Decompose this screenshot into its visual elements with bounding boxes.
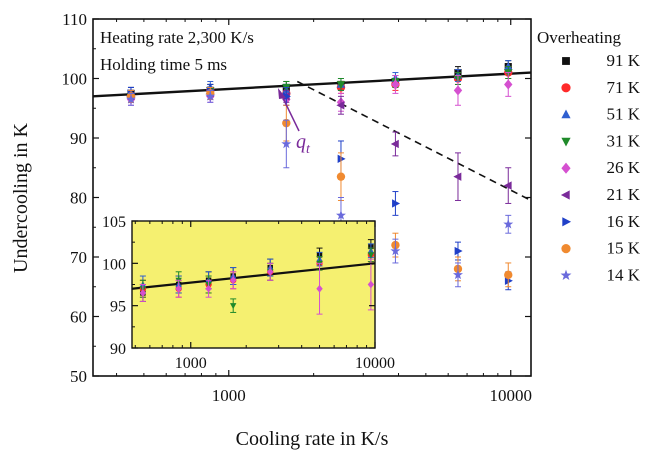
legend-label-21-k: 21 K — [606, 185, 640, 204]
dashed-trend-line — [296, 80, 532, 202]
qt-label-q: q — [296, 131, 306, 153]
inset-y-tick-label: 90 — [110, 341, 126, 358]
point-21-k — [503, 181, 512, 190]
y-axis-title: Undercooling in K — [10, 122, 32, 273]
point-14-k — [390, 245, 401, 256]
legend-label-51-k: 51 K — [606, 105, 640, 124]
point-14-k — [125, 94, 136, 104]
legend-marker-14-k — [560, 269, 572, 281]
point-16-k — [282, 92, 291, 101]
inset-point-31-k — [367, 252, 375, 259]
point-26-k — [504, 79, 513, 90]
legend-label-16-k: 16 K — [606, 212, 640, 231]
legend-title: Overheating — [537, 28, 622, 47]
point-14-k — [452, 269, 463, 280]
y-tick-label: 110 — [62, 10, 87, 29]
legend-marker-31-k — [561, 137, 571, 147]
y-tick-label: 80 — [70, 189, 87, 208]
legend-label-26-k: 26 K — [606, 158, 640, 177]
point-15-k — [504, 270, 513, 280]
inset-point-26-k — [205, 284, 212, 293]
series-14-k — [125, 89, 514, 288]
x-tick-label: 10000 — [489, 386, 532, 405]
legend-marker-26-k — [561, 162, 571, 174]
qt-label-t: t — [306, 142, 311, 157]
legend-marker-15-k — [561, 244, 571, 254]
point-51-k — [504, 61, 513, 70]
inset-y-tick-label: 95 — [110, 299, 126, 316]
inset-point-31-k — [229, 303, 237, 310]
point-16-k — [337, 154, 346, 164]
legend-marker-71-k — [561, 83, 571, 93]
point-26-k — [453, 85, 463, 96]
point-21-k — [390, 139, 399, 149]
legend-marker-91-k — [562, 57, 570, 65]
point-21-k — [336, 101, 345, 110]
inset-plot-marks — [131, 239, 376, 315]
x-tick-label: 1000 — [212, 386, 246, 405]
legend-marker-51-k — [561, 109, 571, 119]
main-axes: 50 60 70 80 90 100 110 1000 10000 — [62, 10, 532, 405]
annotation-heating-rate: Heating rate 2,300 K/s — [100, 28, 254, 47]
y-tick-label: 90 — [70, 129, 87, 148]
main-plot-marks — [92, 60, 532, 291]
point-31-k — [336, 81, 346, 90]
point-21-k — [453, 172, 462, 181]
annotation-holding-time: Holding time 5 ms — [100, 55, 227, 74]
inset-axes: 90 95 100 105 1000 10000 — [102, 214, 395, 372]
point-14-k — [503, 219, 514, 229]
qt-annotation: qt — [278, 88, 311, 157]
legend-label-71-k: 71 K — [606, 78, 640, 97]
qt-label: qt — [296, 131, 311, 157]
inset-point-26-k — [267, 267, 274, 276]
inset-chart: 90 95 100 105 1000 10000 — [102, 214, 395, 372]
legend-marker-16-k — [562, 217, 572, 227]
qt-arrow-head — [278, 88, 286, 99]
point-16-k — [392, 199, 401, 208]
legend: Overheating 91 K 71 K 51 K 31 K 26 K 21 K 16 K… — [537, 28, 641, 284]
y-tick-label: 60 — [70, 308, 87, 327]
inset-y-tick-label: 100 — [102, 256, 126, 273]
inset-point-26-k — [175, 284, 182, 293]
qt-arrow-line — [281, 95, 300, 132]
inset-y-tick-label: 105 — [102, 214, 126, 231]
legend-label-91-k: 91 K — [606, 51, 640, 70]
inset-x-tick-label: 1000 — [175, 355, 207, 372]
point-15-k — [336, 172, 346, 181]
inset-point-26-k — [229, 276, 237, 285]
point-14-k — [281, 138, 292, 149]
inset-series-26-k — [139, 258, 375, 315]
point-14-k — [205, 91, 216, 101]
legend-label-14-k: 14 K — [606, 265, 640, 284]
y-tick-label: 100 — [62, 70, 88, 89]
legend-marker-21-k — [560, 190, 570, 200]
point-26-k — [391, 79, 400, 90]
legend-label-15-k: 15 K — [606, 239, 640, 258]
point-16-k — [454, 246, 463, 256]
x-axis-title: Cooling rate in K/s — [236, 428, 389, 450]
inset-point-26-k — [316, 284, 323, 293]
inset-fit-line — [131, 262, 376, 290]
inset-x-tick-label: 10000 — [355, 355, 395, 372]
point-14-k — [335, 210, 346, 220]
y-tick-label: 70 — [70, 248, 87, 267]
legend-label-31-k: 31 K — [606, 131, 640, 150]
inset-point-26-k — [367, 280, 375, 289]
y-tick-label: 50 — [70, 367, 87, 386]
inset-point-26-k — [139, 289, 147, 297]
